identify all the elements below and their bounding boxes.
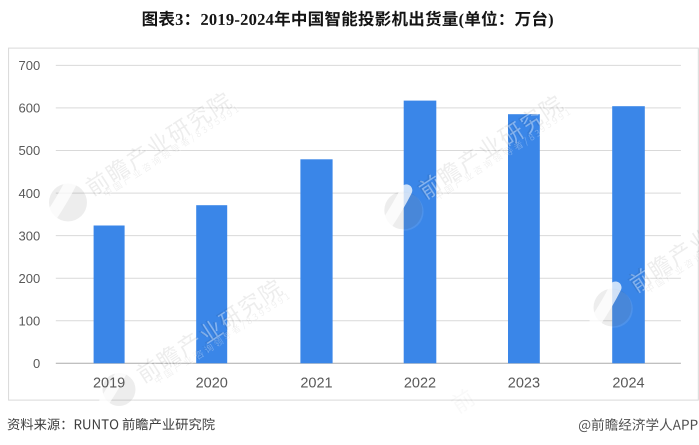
svg-text:700: 700 [18, 58, 40, 73]
svg-text:2024: 2024 [612, 376, 644, 392]
svg-text:400: 400 [18, 186, 40, 201]
svg-text:600: 600 [18, 101, 40, 116]
svg-text:500: 500 [18, 143, 40, 158]
svg-text:0: 0 [33, 356, 40, 371]
svg-text:2022: 2022 [404, 376, 436, 392]
svg-text:2021: 2021 [300, 376, 332, 392]
svg-text:2019: 2019 [93, 376, 125, 392]
svg-text:100: 100 [18, 313, 40, 328]
svg-text:200: 200 [18, 271, 40, 286]
svg-text:2023: 2023 [508, 376, 540, 392]
svg-text:2020: 2020 [196, 376, 228, 392]
svg-text:300: 300 [18, 228, 40, 243]
